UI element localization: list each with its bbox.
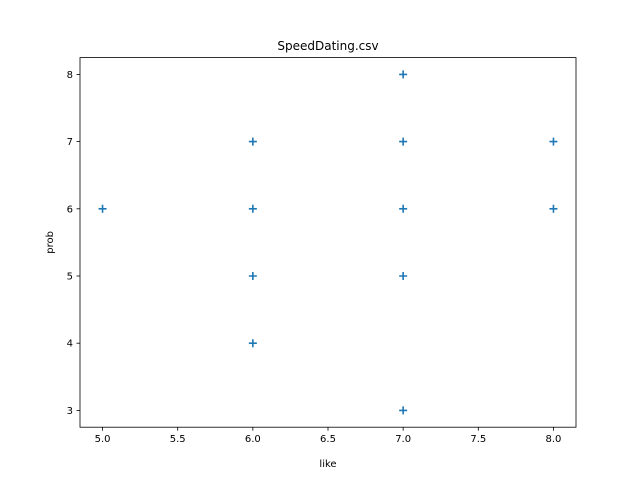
data-point-marker bbox=[549, 137, 558, 146]
x-axis-label: like bbox=[319, 459, 336, 470]
x-tick-label: 7.0 bbox=[395, 434, 411, 445]
y-tick-label: 8 bbox=[67, 70, 73, 81]
data-point-marker bbox=[399, 137, 408, 146]
x-tick-label: 5.0 bbox=[95, 434, 111, 445]
data-point-marker bbox=[98, 204, 107, 213]
y-tick-label: 4 bbox=[67, 339, 73, 350]
data-point-marker bbox=[399, 406, 408, 415]
x-tick-label: 5.5 bbox=[170, 434, 186, 445]
data-points bbox=[98, 70, 558, 415]
data-point-marker bbox=[399, 272, 408, 280]
x-axis-ticks: 5.0 5.5 6.0 6.5 7.0 7.5 8.0 bbox=[95, 427, 562, 445]
y-tick-label: 7 bbox=[67, 137, 73, 148]
x-tick-label: 6.0 bbox=[245, 434, 261, 445]
y-tick-label: 5 bbox=[67, 272, 73, 283]
x-tick-label: 8.0 bbox=[546, 434, 562, 445]
data-point-marker bbox=[248, 204, 257, 213]
y-axis-ticks: 3 4 5 6 7 8 bbox=[67, 70, 80, 417]
data-point-marker bbox=[248, 339, 257, 348]
data-point-marker bbox=[248, 137, 257, 146]
x-tick-label: 7.5 bbox=[470, 434, 486, 445]
x-tick-label: 6.5 bbox=[320, 434, 336, 445]
plot-area-frame bbox=[79, 57, 577, 428]
data-point-marker bbox=[549, 204, 558, 213]
data-point-marker bbox=[248, 272, 257, 280]
y-axis-label: prob bbox=[45, 231, 56, 254]
data-point-marker bbox=[399, 70, 408, 79]
y-tick-label: 6 bbox=[67, 204, 73, 215]
data-point-marker bbox=[399, 204, 408, 213]
chart-title: SpeedDating.csv bbox=[277, 39, 378, 53]
y-tick-label: 3 bbox=[67, 406, 73, 417]
